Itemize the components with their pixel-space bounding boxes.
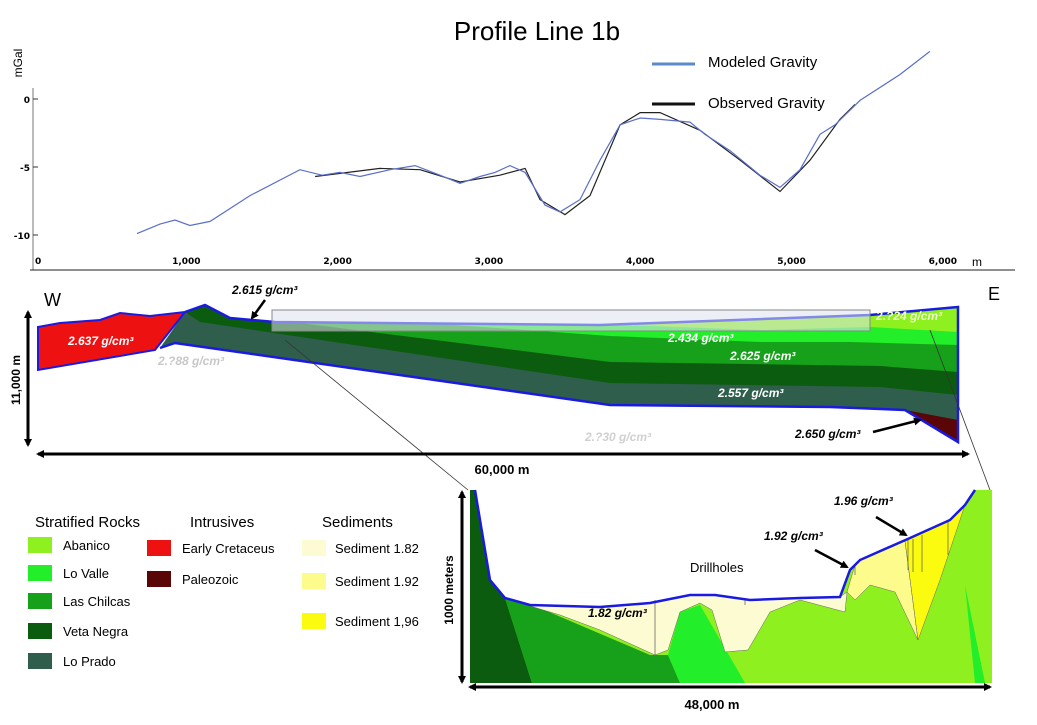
legend-item-label: Sediment 1.92: [335, 574, 419, 589]
legend-modeled: Modeled Gravity: [652, 54, 818, 71]
legend-group-title: Stratified Rocks: [35, 514, 140, 531]
legend-swatch: [28, 623, 52, 639]
legend-item-label: Abanico: [63, 538, 110, 553]
west-label: W: [44, 290, 61, 310]
density-lo-valle: 2.434 g/cm³: [667, 331, 734, 345]
legend-group-title: Intrusives: [190, 514, 254, 531]
x-tick-label: 1,000: [172, 257, 200, 267]
inset-height-label: 1000 meters: [442, 555, 456, 625]
height-label: 11,000 m: [9, 355, 23, 405]
density-sediment-182: 1.82 g/cm³: [588, 606, 648, 620]
arrow-sediment-196: [875, 515, 908, 537]
inset-las-chilcas: [505, 598, 680, 683]
arrow-paleozoic: [872, 417, 922, 434]
legend-swatch: [28, 537, 52, 553]
density-early-cretaceus: 2.637 g/cm³: [67, 334, 134, 348]
legend-item-label: Veta Negra: [63, 624, 129, 639]
density-abanico: 2.?24 g/cm³: [875, 309, 943, 323]
legend-observed: Observed Gravity: [652, 95, 825, 112]
legend-swatch: [147, 540, 171, 556]
y-tick-label: 0: [24, 96, 30, 106]
legend-swatch: [302, 573, 326, 589]
east-label: E: [988, 284, 1000, 304]
y-tick-label: -10: [14, 232, 30, 242]
series-line-modeled-gravity: [136, 50, 931, 235]
drillholes-label: Drillholes: [690, 560, 744, 575]
density-las-chilcas: 2.625 g/cm³: [729, 349, 796, 363]
series-line-observed-gravity: [315, 103, 856, 216]
legend-swatch: [28, 565, 52, 581]
inset-lo-valle-east: [965, 585, 985, 683]
density-faint-west: 2.?88 g/cm³: [157, 354, 225, 368]
x-tick-label: 5,000: [777, 257, 805, 267]
density-sediment-192: 1.92 g/cm³: [764, 529, 824, 543]
x-tick-label: 0: [35, 257, 41, 267]
y-axis-label: mGal: [11, 49, 25, 78]
legend-item-label: Sediment 1,96: [335, 614, 419, 629]
x-tick-label: 4,000: [626, 257, 654, 267]
inset-location-box: [271, 309, 871, 332]
x-axis-unit: m: [972, 255, 982, 269]
figure-title: Profile Line 1b: [454, 16, 620, 46]
width-label: 60,000 m: [475, 462, 530, 477]
inset-section: Drillholes 1.82 g/cm³ 1.92 g/cm³ 1.96 g/…: [442, 489, 992, 712]
legend-item-label: Lo Prado: [63, 654, 116, 669]
legend-swatch: [302, 613, 326, 629]
legend-modeled-label: Modeled Gravity: [708, 54, 818, 71]
gravity-chart: mGal m 0 -5 -10 0 1,000 2,000 3,000 4,000 5,000…: [11, 49, 1015, 271]
x-tick-label: 2,000: [323, 257, 351, 267]
x-tick-label: 6,000: [929, 257, 957, 267]
legend-item-label: Sediment 1.82: [335, 541, 419, 556]
density-faint-basement: 2.?30 g/cm³: [584, 430, 652, 444]
legend-item-label: Paleozoic: [182, 572, 239, 587]
inset-surface: [473, 489, 977, 609]
density-paleozoic: 2.650 g/cm³: [794, 427, 861, 441]
drillhole-lines: [654, 522, 949, 655]
legend-item-label: Las Chilcas: [63, 594, 131, 609]
inset-leader-left: [284, 339, 469, 491]
density-veta-negra: 2.615 g/cm³: [231, 283, 298, 297]
surface-outline: [159, 303, 960, 445]
inset-width-label: 48,000 m: [685, 697, 740, 712]
inset-leader-right: [929, 329, 991, 491]
arrow-veta-negra: [250, 299, 267, 320]
legend-swatch: [28, 653, 52, 669]
legend-observed-label: Observed Gravity: [708, 95, 825, 112]
density-lo-prado: 2.557 g/cm³: [717, 386, 784, 400]
inset-veta-negra: [470, 490, 532, 683]
x-tick-label: 3,000: [475, 257, 503, 267]
legend-group-title: Sediments: [322, 514, 393, 531]
legend-item-label: Early Cretaceus: [182, 541, 275, 556]
early-cretaceus-body: [37, 310, 188, 372]
legend-swatch: [302, 540, 326, 556]
arrow-sediment-192: [814, 548, 849, 569]
y-tick-label: -5: [20, 164, 30, 174]
legend: Stratified Rocks Abanico Lo Valle Las Chilc…: [28, 514, 419, 669]
legend-item-label: Lo Valle: [63, 566, 109, 581]
legend-swatch: [147, 571, 171, 587]
legend-swatch: [28, 593, 52, 609]
density-sediment-196: 1.96 g/cm³: [834, 494, 894, 508]
inset-lo-valle: [668, 605, 745, 683]
cross-section: W E 2.637 g/cm³ 2.615 g/cm³ 2.?88 g/cm³ …: [9, 283, 1000, 491]
